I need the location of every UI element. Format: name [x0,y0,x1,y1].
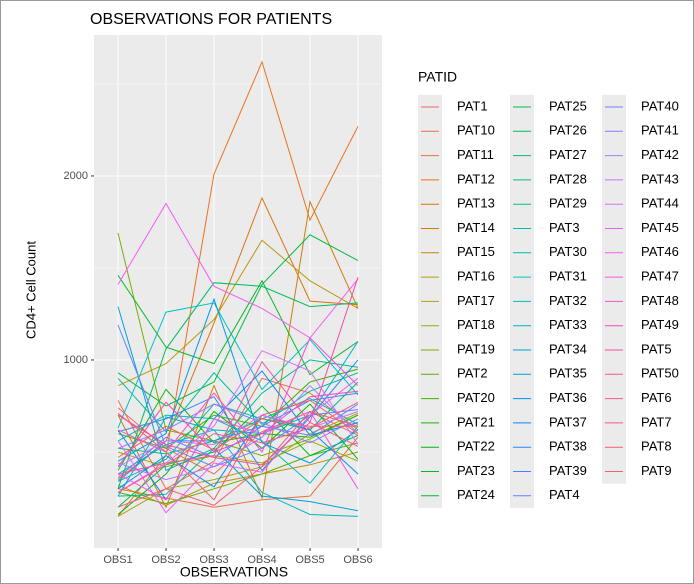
legend-label: PAT4 [549,487,580,502]
legend-label: PAT47 [641,269,679,284]
x-tick-label: OBS3 [199,554,228,566]
legend-label: PAT22 [457,439,495,454]
legend-label: PAT16 [457,269,495,284]
series-line [117,436,359,508]
legend-label: PAT41 [641,123,679,138]
series-line [117,410,359,501]
y-axis-label: CD4+ Cell Count [23,241,38,339]
legend-label: PAT46 [641,244,679,259]
series-line [117,405,359,508]
series-line [117,377,359,514]
legend-label: PAT44 [641,196,679,211]
legend-label: PAT48 [641,293,679,308]
series-line [117,350,359,493]
legend-label: PAT24 [457,487,495,502]
legend-label: PAT8 [641,439,672,454]
legend-label: PAT50 [641,366,679,381]
legend-label: PAT25 [549,98,587,113]
series-line [117,359,359,497]
series-line [117,234,359,407]
legend-label: PAT12 [457,171,495,186]
legend-label: PAT45 [641,220,679,235]
series-line [117,232,359,457]
legend-label: PAT36 [549,390,587,405]
series-line [117,390,359,467]
chart-title: OBSERVATIONS FOR PATIENTS [90,11,332,28]
legend-label: PAT14 [457,220,495,235]
x-tick-label: OBS4 [247,554,276,566]
series-line [117,337,359,453]
legend-label: PAT26 [549,123,587,138]
legend-label: PAT2 [457,366,488,381]
series-line [117,442,359,505]
legend-label: PAT31 [549,269,587,284]
x-tick-label: OBS6 [343,554,372,566]
series-line [117,440,359,468]
legend-label: PAT10 [457,123,495,138]
legend-label: PAT35 [549,366,587,381]
series-line [117,202,359,339]
legend-label: PAT15 [457,244,495,259]
legend-label: PAT11 [457,147,494,162]
legend-label: PAT39 [549,463,587,478]
series-line [117,60,359,517]
series-line [117,418,358,458]
legend-label: PAT5 [641,341,672,356]
plot-panel [94,35,382,548]
legend-label: PAT21 [457,414,495,429]
x-axis-label: OBSERVATIONS [180,564,288,580]
legend-label: PAT30 [549,244,587,259]
series-line [117,297,359,464]
y-tick-label: 2000 [64,170,88,182]
series-line [117,401,359,493]
series-line [117,276,359,466]
legend-label: PAT6 [641,390,672,405]
series-line [117,372,359,433]
series-line [117,414,359,490]
series-line [117,306,359,512]
legend-label: PAT23 [457,463,495,478]
series-line [117,370,359,501]
series-line [117,302,359,429]
series-line [117,282,359,489]
legend-label: PAT13 [457,196,495,211]
legend-label: PAT34 [549,341,587,356]
series-line [117,275,359,376]
legend-label: PAT28 [549,171,587,186]
legend-label: PAT17 [457,293,495,308]
series-line [117,384,359,481]
legend-label: PAT1 [457,98,488,113]
x-tick-label: OBS2 [151,554,180,566]
legend-label: PAT38 [549,439,587,454]
series-line [117,410,359,508]
legend-label: PAT32 [549,293,587,308]
legend-label: PAT49 [641,317,679,332]
legend-label: PAT3 [549,220,580,235]
x-tick-label: OBS1 [103,554,132,566]
series-line [117,341,359,497]
series-line [117,403,359,479]
legend-label: PAT37 [549,414,587,429]
legend-key-bg [602,94,626,484]
legend-label: PAT18 [457,317,495,332]
legend-label: PAT19 [457,341,495,356]
x-tick-label: OBS5 [295,554,324,566]
series-line [117,239,359,387]
legend-label: PAT33 [549,317,587,332]
y-tick-label: 1000 [64,354,88,366]
legend-label: PAT7 [641,414,672,429]
series-line [117,403,359,449]
legend-label: PAT40 [641,98,679,113]
legend-label: PAT9 [641,463,672,478]
legend-label: PAT20 [457,390,495,405]
legend-label: PAT27 [549,147,587,162]
legend-label: PAT43 [641,171,679,186]
series-line [117,399,359,501]
legend-label: PAT42 [641,147,679,162]
legend-title: PATID [418,69,457,85]
legend-label: PAT29 [549,196,587,211]
